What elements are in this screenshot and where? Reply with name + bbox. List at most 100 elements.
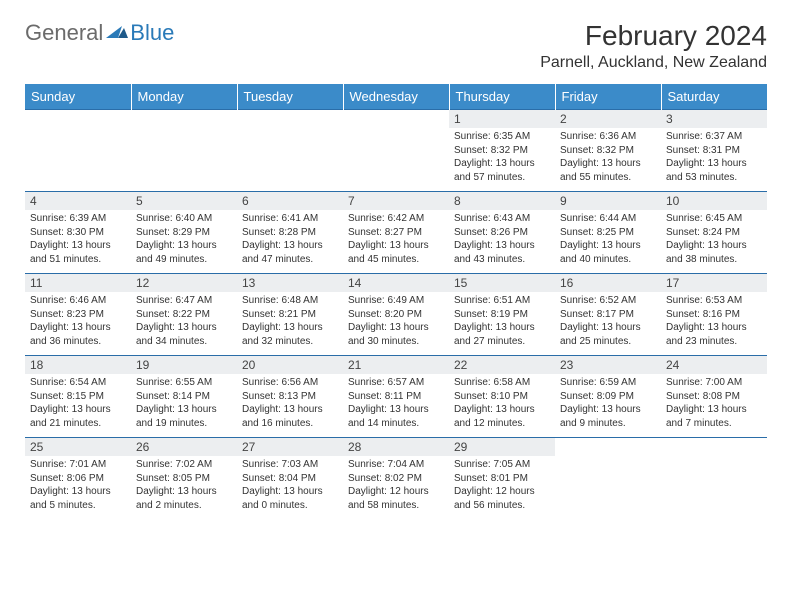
calendar-day-cell: 19Sunrise: 6:55 AMSunset: 8:14 PMDayligh… xyxy=(131,356,237,438)
sunrise-text: Sunrise: 6:53 AM xyxy=(666,294,762,308)
sunset-text: Sunset: 8:26 PM xyxy=(454,226,550,240)
sunrise-text: Sunrise: 7:05 AM xyxy=(454,458,550,472)
sunset-text: Sunset: 8:14 PM xyxy=(136,390,232,404)
calendar-day-cell: 7Sunrise: 6:42 AMSunset: 8:27 PMDaylight… xyxy=(343,192,449,274)
weekday-header: Friday xyxy=(555,84,661,110)
day-content: Sunrise: 6:40 AMSunset: 8:29 PMDaylight:… xyxy=(131,210,237,270)
day-number: 19 xyxy=(131,356,237,374)
daylight-text: Daylight: 13 hours and 19 minutes. xyxy=(136,403,232,430)
calendar-day-cell xyxy=(661,438,767,520)
daylight-text: Daylight: 13 hours and 49 minutes. xyxy=(136,239,232,266)
sunrise-text: Sunrise: 6:49 AM xyxy=(348,294,444,308)
sunset-text: Sunset: 8:02 PM xyxy=(348,472,444,486)
daylight-text: Daylight: 13 hours and 21 minutes. xyxy=(30,403,126,430)
day-content: Sunrise: 6:48 AMSunset: 8:21 PMDaylight:… xyxy=(237,292,343,352)
day-number: 29 xyxy=(449,438,555,456)
day-content: Sunrise: 6:46 AMSunset: 8:23 PMDaylight:… xyxy=(25,292,131,352)
sunset-text: Sunset: 8:11 PM xyxy=(348,390,444,404)
sunrise-text: Sunrise: 7:01 AM xyxy=(30,458,126,472)
sunset-text: Sunset: 8:24 PM xyxy=(666,226,762,240)
header: General Blue February 2024 Parnell, Auck… xyxy=(25,20,767,72)
sunset-text: Sunset: 8:09 PM xyxy=(560,390,656,404)
day-content: Sunrise: 6:56 AMSunset: 8:13 PMDaylight:… xyxy=(237,374,343,434)
calendar-day-cell: 20Sunrise: 6:56 AMSunset: 8:13 PMDayligh… xyxy=(237,356,343,438)
sunset-text: Sunset: 8:05 PM xyxy=(136,472,232,486)
calendar-day-cell: 1Sunrise: 6:35 AMSunset: 8:32 PMDaylight… xyxy=(449,110,555,192)
calendar-day-cell: 4Sunrise: 6:39 AMSunset: 8:30 PMDaylight… xyxy=(25,192,131,274)
daylight-text: Daylight: 13 hours and 7 minutes. xyxy=(666,403,762,430)
day-number: 24 xyxy=(661,356,767,374)
sunset-text: Sunset: 8:25 PM xyxy=(560,226,656,240)
sunset-text: Sunset: 8:16 PM xyxy=(666,308,762,322)
weekday-header: Wednesday xyxy=(343,84,449,110)
daylight-text: Daylight: 13 hours and 34 minutes. xyxy=(136,321,232,348)
daylight-text: Daylight: 13 hours and 43 minutes. xyxy=(454,239,550,266)
daylight-text: Daylight: 13 hours and 2 minutes. xyxy=(136,485,232,512)
sunrise-text: Sunrise: 6:48 AM xyxy=(242,294,338,308)
calendar-day-cell: 18Sunrise: 6:54 AMSunset: 8:15 PMDayligh… xyxy=(25,356,131,438)
sunrise-text: Sunrise: 6:57 AM xyxy=(348,376,444,390)
sunrise-text: Sunrise: 6:41 AM xyxy=(242,212,338,226)
sunset-text: Sunset: 8:06 PM xyxy=(30,472,126,486)
calendar-day-cell: 15Sunrise: 6:51 AMSunset: 8:19 PMDayligh… xyxy=(449,274,555,356)
sunset-text: Sunset: 8:04 PM xyxy=(242,472,338,486)
calendar-day-cell: 13Sunrise: 6:48 AMSunset: 8:21 PMDayligh… xyxy=(237,274,343,356)
day-number: 14 xyxy=(343,274,449,292)
sunset-text: Sunset: 8:08 PM xyxy=(666,390,762,404)
day-number: 9 xyxy=(555,192,661,210)
sunset-text: Sunset: 8:19 PM xyxy=(454,308,550,322)
calendar-day-cell xyxy=(25,110,131,192)
day-number: 2 xyxy=(555,110,661,128)
daylight-text: Daylight: 13 hours and 14 minutes. xyxy=(348,403,444,430)
day-content: Sunrise: 6:36 AMSunset: 8:32 PMDaylight:… xyxy=(555,128,661,188)
day-number: 20 xyxy=(237,356,343,374)
calendar-day-cell: 5Sunrise: 6:40 AMSunset: 8:29 PMDaylight… xyxy=(131,192,237,274)
calendar-day-cell xyxy=(343,110,449,192)
sunset-text: Sunset: 8:29 PM xyxy=(136,226,232,240)
sunrise-text: Sunrise: 6:39 AM xyxy=(30,212,126,226)
day-content: Sunrise: 6:44 AMSunset: 8:25 PMDaylight:… xyxy=(555,210,661,270)
day-number: 1 xyxy=(449,110,555,128)
calendar-day-cell: 6Sunrise: 6:41 AMSunset: 8:28 PMDaylight… xyxy=(237,192,343,274)
day-number: 26 xyxy=(131,438,237,456)
sunset-text: Sunset: 8:01 PM xyxy=(454,472,550,486)
daylight-text: Daylight: 13 hours and 51 minutes. xyxy=(30,239,126,266)
day-number: 17 xyxy=(661,274,767,292)
day-number: 15 xyxy=(449,274,555,292)
day-content: Sunrise: 6:59 AMSunset: 8:09 PMDaylight:… xyxy=(555,374,661,434)
sunset-text: Sunset: 8:17 PM xyxy=(560,308,656,322)
daylight-text: Daylight: 13 hours and 16 minutes. xyxy=(242,403,338,430)
daylight-text: Daylight: 13 hours and 0 minutes. xyxy=(242,485,338,512)
day-content: Sunrise: 7:02 AMSunset: 8:05 PMDaylight:… xyxy=(131,456,237,516)
sunrise-text: Sunrise: 7:04 AM xyxy=(348,458,444,472)
calendar-day-cell: 12Sunrise: 6:47 AMSunset: 8:22 PMDayligh… xyxy=(131,274,237,356)
daylight-text: Daylight: 13 hours and 40 minutes. xyxy=(560,239,656,266)
sunset-text: Sunset: 8:31 PM xyxy=(666,144,762,158)
day-content: Sunrise: 6:49 AMSunset: 8:20 PMDaylight:… xyxy=(343,292,449,352)
sunrise-text: Sunrise: 6:59 AM xyxy=(560,376,656,390)
day-content: Sunrise: 7:04 AMSunset: 8:02 PMDaylight:… xyxy=(343,456,449,516)
calendar-day-cell: 17Sunrise: 6:53 AMSunset: 8:16 PMDayligh… xyxy=(661,274,767,356)
sunset-text: Sunset: 8:28 PM xyxy=(242,226,338,240)
day-content: Sunrise: 6:58 AMSunset: 8:10 PMDaylight:… xyxy=(449,374,555,434)
calendar-table: Sunday Monday Tuesday Wednesday Thursday… xyxy=(25,84,767,520)
logo: General Blue xyxy=(25,20,174,46)
sunrise-text: Sunrise: 6:37 AM xyxy=(666,130,762,144)
calendar-day-cell: 25Sunrise: 7:01 AMSunset: 8:06 PMDayligh… xyxy=(25,438,131,520)
day-number: 7 xyxy=(343,192,449,210)
calendar-day-cell: 21Sunrise: 6:57 AMSunset: 8:11 PMDayligh… xyxy=(343,356,449,438)
daylight-text: Daylight: 13 hours and 30 minutes. xyxy=(348,321,444,348)
day-number: 23 xyxy=(555,356,661,374)
day-content: Sunrise: 7:03 AMSunset: 8:04 PMDaylight:… xyxy=(237,456,343,516)
weekday-header: Thursday xyxy=(449,84,555,110)
sunrise-text: Sunrise: 6:42 AM xyxy=(348,212,444,226)
calendar-day-cell: 22Sunrise: 6:58 AMSunset: 8:10 PMDayligh… xyxy=(449,356,555,438)
sunset-text: Sunset: 8:13 PM xyxy=(242,390,338,404)
day-number: 5 xyxy=(131,192,237,210)
calendar-week-row: 1Sunrise: 6:35 AMSunset: 8:32 PMDaylight… xyxy=(25,110,767,192)
daylight-text: Daylight: 12 hours and 58 minutes. xyxy=(348,485,444,512)
daylight-text: Daylight: 13 hours and 36 minutes. xyxy=(30,321,126,348)
day-number: 25 xyxy=(25,438,131,456)
day-content: Sunrise: 6:53 AMSunset: 8:16 PMDaylight:… xyxy=(661,292,767,352)
calendar-day-cell xyxy=(555,438,661,520)
